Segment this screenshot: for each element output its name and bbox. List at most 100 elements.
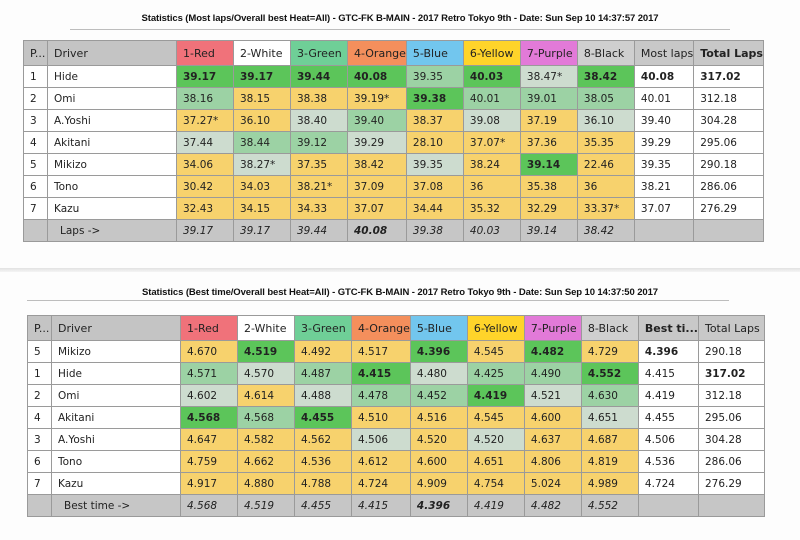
footer-value-cell: 40.03 [462,219,521,242]
lane-value-cell: 4.670 [180,340,238,363]
col-header-lane-2-white[interactable]: 2-White [233,40,291,66]
lane-value-cell: 38.24 [462,153,521,176]
col-header-lane-6-yellow[interactable]: 6-Yellow [466,315,525,341]
col-header-lane-3-green[interactable]: 3-Green [294,315,352,341]
lane-value-cell: 40.01 [462,87,521,110]
header-row: P... Driver 1-Red 2-White 3-Green 4-Orange 5-B… [23,40,764,66]
lane-value-cell: 30.42 [176,175,234,198]
col-header-lane-7-purple[interactable]: 7-Purple [523,315,582,341]
footer-value-cell: 4.482 [523,494,582,517]
lane-value-cell: 37.44 [176,131,234,154]
lane-value-cell: 4.600 [523,406,582,429]
footer-value-cell: 39.44 [290,219,348,242]
position-cell: 2 [23,87,48,110]
col-header-lane-1-red[interactable]: 1-Red [180,315,238,341]
lane-value-cell: 4.517 [351,340,411,363]
lane-value-cell: 34.03 [233,175,291,198]
lane-value-cell: 4.552 [580,362,639,385]
lane-value-cell: 38.21* [290,175,348,198]
lane-value-cell: 38.05 [576,87,635,110]
footer-value-cell: 4.396 [409,494,468,517]
footer-label: Best time -> [51,494,181,517]
lane-value-cell: 37.27* [176,109,234,132]
title-divider [27,300,363,301]
lane-value-cell: 38.16 [176,87,234,110]
lane-value-cell: 4.602 [180,384,238,407]
col-header-lane-4-orange[interactable]: 4-Orange [351,315,411,341]
col-header-lane-2-white[interactable]: 2-White [237,315,295,341]
col-header-lane-5-blue[interactable]: 5-Blue [409,315,468,341]
best-time-cell: 4.419 [637,384,699,407]
driver-cell: Kazu [51,472,181,495]
footer-value-cell: 4.552 [580,494,639,517]
lane-value-cell: 4.637 [523,428,582,451]
footer-blank [23,219,48,242]
table-row: 2 Omi 4.602 4.614 4.488 4.478 4.452 4.419 4.521 4… [27,384,765,407]
col-header-position[interactable]: P... [27,315,52,341]
lane-value-cell: 40.08 [347,65,407,88]
footer-blank [697,494,765,517]
lane-value-cell: 35.38 [519,175,578,198]
lane-value-cell: 4.917 [180,472,238,495]
lane-value-cell: 4.510 [351,406,411,429]
col-header-driver[interactable]: Driver [47,40,177,66]
lane-value-cell: 4.488 [294,384,352,407]
lane-value-cell: 39.40 [347,109,407,132]
col-header-position[interactable]: P... [23,40,48,66]
lane-value-cell: 37.19 [519,109,578,132]
page-separator [0,268,800,272]
table-row: 1 Hide 4.571 4.570 4.487 4.415 4.480 4.425 4.490… [27,362,765,385]
most-laps-cell: 39.40 [633,109,695,132]
lane-value-cell: 4.662 [237,450,295,473]
position-cell: 6 [27,450,52,473]
lane-value-cell: 4.614 [237,384,295,407]
best-time-cell: 4.536 [637,450,699,473]
table-row: 5 Mikizo 34.06 38.27* 37.35 38.42 39.35 38.24 39… [23,153,764,176]
title-divider [70,29,730,30]
col-header-total-laps[interactable]: Total Laps [693,40,764,66]
footer-value-cell: 38.42 [576,219,635,242]
most-laps-cell: 40.01 [633,87,695,110]
lane-value-cell: 35.32 [462,197,521,220]
col-header-lane-8-black[interactable]: 8-Black [580,315,639,341]
total-laps-cell: 276.29 [697,472,765,495]
col-header-lane-8-black[interactable]: 8-Black [576,40,635,66]
table-row: 1 Hide 39.17 39.17 39.44 40.08 39.35 40.03 38.47… [23,65,764,88]
lane-value-cell: 39.17 [233,65,291,88]
lane-value-cell: 4.480 [409,362,468,385]
col-header-most-laps[interactable]: Most laps [633,40,695,66]
footer-value-cell: 39.38 [405,219,464,242]
lane-value-cell: 34.15 [233,197,291,220]
lane-value-cell: 28.10 [405,131,464,154]
position-cell: 4 [27,406,52,429]
lane-value-cell: 4.396 [409,340,468,363]
best-time-cell: 4.455 [637,406,699,429]
lane-value-cell: 4.419 [466,384,525,407]
total-laps-cell: 286.06 [693,175,764,198]
header-row: P... Driver 1-Red 2-White 3-Green 4-Orange 5-B… [27,315,765,341]
driver-cell: Mikizo [51,340,181,363]
lane-value-cell: 4.909 [409,472,468,495]
col-header-best-time[interactable]: Best ti... [637,315,699,341]
col-header-lane-6-yellow[interactable]: 6-Yellow [462,40,521,66]
lane-value-cell: 38.37 [405,109,464,132]
driver-cell: A.Yoshi [51,428,181,451]
total-laps-cell: 304.28 [697,428,765,451]
lane-value-cell: 37.07* [462,131,521,154]
lane-value-cell: 4.545 [466,340,525,363]
col-header-lane-7-purple[interactable]: 7-Purple [519,40,578,66]
col-header-lane-5-blue[interactable]: 5-Blue [405,40,464,66]
lane-value-cell: 39.29 [347,131,407,154]
lane-value-cell: 4.880 [237,472,295,495]
total-laps-cell: 290.18 [693,153,764,176]
col-header-lane-4-orange[interactable]: 4-Orange [347,40,407,66]
table-row: 4 Akitani 4.568 4.568 4.455 4.510 4.516 4.545 4.… [27,406,765,429]
col-header-lane-3-green[interactable]: 3-Green [290,40,348,66]
col-header-total-laps[interactable]: Total Laps [697,315,765,341]
col-header-driver[interactable]: Driver [51,315,181,341]
position-cell: 5 [23,153,48,176]
col-header-lane-1-red[interactable]: 1-Red [176,40,234,66]
lane-value-cell: 4.562 [294,428,352,451]
lane-value-cell: 4.687 [580,428,639,451]
lane-value-cell: 37.36 [519,131,578,154]
